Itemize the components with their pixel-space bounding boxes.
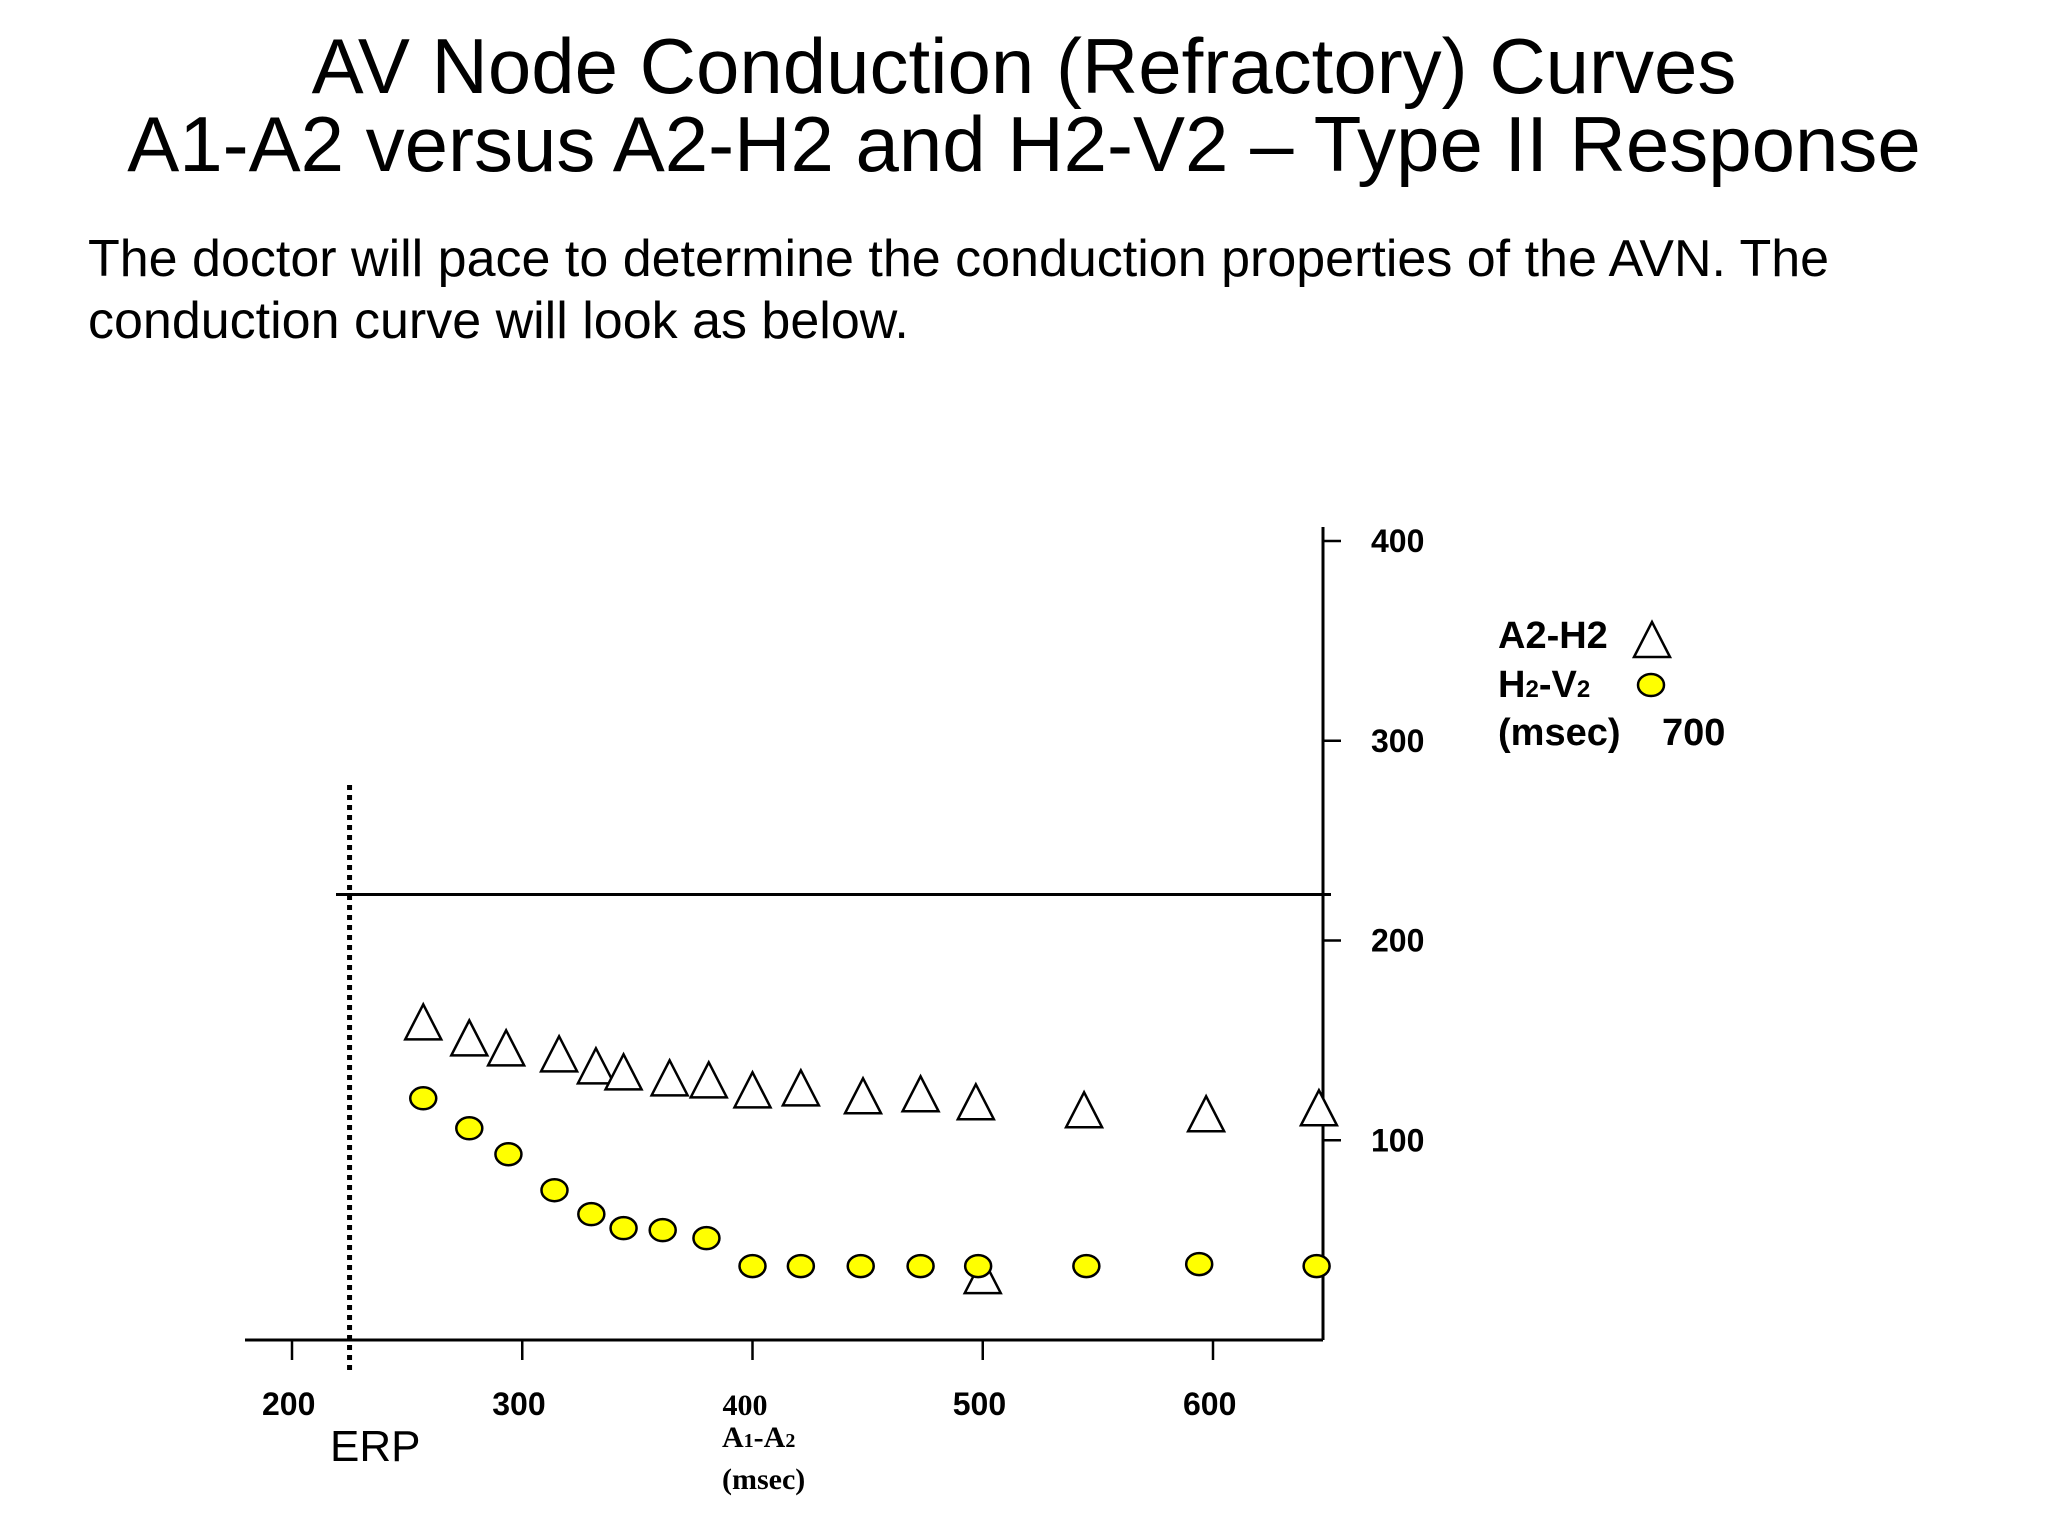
x-tick-label: 300: [492, 1386, 545, 1422]
h2v2-circle-point: [455, 1116, 484, 1141]
a2h2-triangle-point: [732, 1069, 773, 1109]
a2h2-triangle-point: [649, 1057, 690, 1097]
legend-label-a2h2: A2-H2: [1498, 615, 1608, 657]
h2v2-circle-point: [692, 1225, 721, 1251]
a2h2-triangle-point: [955, 1081, 996, 1121]
h2v2-circle-point: [738, 1253, 767, 1279]
a2h2-triangle-point: [539, 1033, 580, 1073]
y-tick-label: 400: [1371, 523, 1424, 559]
title-line-2: A1-A2 versus A2-H2 and H2-V2 – Type II R…: [127, 100, 1921, 188]
h2v2-circle-point: [846, 1253, 875, 1279]
a2h2-triangle-point: [449, 1017, 490, 1057]
a2h2-triangle-point: [1064, 1089, 1105, 1129]
a2h2-triangle-point: [1186, 1093, 1227, 1133]
a2h2-triangle-point: [780, 1067, 821, 1107]
a2h2-triangle-point: [575, 1045, 616, 1085]
h2v2-circle-point: [494, 1141, 523, 1167]
y-tick-label: 200: [1371, 923, 1424, 959]
y-tick-label: 300: [1371, 723, 1424, 759]
x-tick-label: 200: [262, 1386, 315, 1422]
legend-circle-marker: [1636, 672, 1666, 698]
a2h2-triangle-point: [486, 1027, 527, 1067]
h2v2-circle-point: [540, 1177, 569, 1203]
legend: A2-H2 H2-V2 (msec) 700: [1498, 615, 1725, 754]
a2h2-triangle-point: [603, 1051, 644, 1091]
legend-units: (msec): [1498, 712, 1621, 754]
description-line-2: conduction curve will look as below.: [88, 292, 909, 350]
a2h2-triangle-point: [1298, 1087, 1339, 1127]
x-axis-label: A1-A2: [722, 1421, 795, 1454]
legend-triangle-marker: [1631, 619, 1673, 659]
h2v2-circle-point: [1184, 1251, 1214, 1277]
h2v2-circle-point: [906, 1253, 935, 1279]
h2v2-circle-point: [609, 1215, 638, 1241]
legend-label-h2v2: H2-V2: [1498, 664, 1590, 706]
h2v2-circle-point: [1072, 1253, 1101, 1279]
x-axis-units: (msec): [722, 1463, 805, 1496]
y-tick-label: 100: [1371, 1122, 1424, 1158]
a2h2-triangle-point: [842, 1075, 884, 1115]
x-tick-label: 600: [1183, 1386, 1236, 1422]
a2h2-triangle-point: [900, 1073, 941, 1113]
a2h2-triangle-point: [688, 1059, 729, 1099]
h2v2-circle-point: [648, 1217, 677, 1243]
h2v2-circle-point: [786, 1253, 816, 1279]
h2v2-circle-point: [963, 1253, 993, 1279]
x-tick-label: 400: [723, 1389, 768, 1422]
title-line-1: AV Node Conduction (Refractory) Curves: [311, 22, 1737, 110]
h2v2-circle-point: [577, 1201, 606, 1227]
legend-extra-value: 700: [1662, 712, 1725, 754]
x-tick-label: 500: [953, 1386, 1006, 1422]
axes: 200 300 400 500 600 100 200 300 400: [245, 523, 1424, 1422]
h2v2-circle-point: [408, 1086, 438, 1111]
h2v2-circle-point: [1302, 1253, 1331, 1279]
erp-label: ERP: [330, 1422, 420, 1471]
description-line-1: The doctor will pace to determine the co…: [88, 230, 1830, 288]
data-marks: [403, 1001, 1339, 1295]
a2h2-triangle-point: [403, 1001, 444, 1041]
